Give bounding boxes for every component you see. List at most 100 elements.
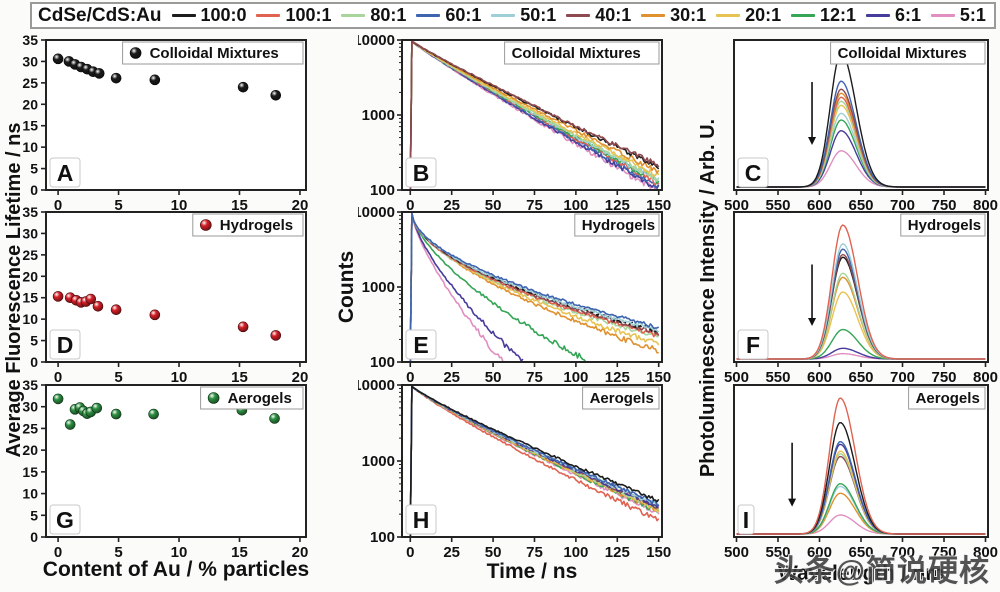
svg-text:500: 500 — [724, 369, 749, 386]
svg-text:5: 5 — [30, 333, 38, 349]
legend-entry-label: 40:1 — [595, 5, 632, 25]
legend-line-swatch — [416, 14, 441, 17]
legend-line-swatch — [716, 14, 741, 17]
svg-text:10: 10 — [171, 197, 188, 214]
svg-text:0: 0 — [30, 354, 38, 370]
svg-text:5: 5 — [30, 161, 38, 177]
svg-text:100: 100 — [370, 529, 395, 546]
legend-entry-label: 12:1 — [820, 5, 857, 25]
legend-entry-label: 30:1 — [670, 5, 707, 25]
svg-text:0: 0 — [406, 369, 414, 386]
svg-text:1000: 1000 — [362, 279, 395, 296]
svg-text:Hydrogels: Hydrogels — [908, 217, 981, 234]
legend-entry-label: 60:1 — [445, 5, 482, 25]
legend-entry-30-1: 30:1 — [641, 5, 706, 26]
legend-entry-label: 80:1 — [370, 5, 407, 25]
legend-entry-label: 50:1 — [520, 5, 557, 25]
legend-entry-100-0: 100:0 — [171, 5, 247, 26]
svg-text:700: 700 — [890, 197, 915, 214]
svg-text:50: 50 — [485, 369, 502, 386]
time-x-axis-label: Time / ns — [486, 560, 578, 583]
legend-entry-12-1: 12:1 — [791, 5, 856, 26]
watermark-text: 头条@简说硬核 — [773, 555, 990, 588]
legend-entry-6-1: 6:1 — [865, 5, 921, 26]
svg-text:100: 100 — [563, 369, 588, 386]
legend-entry-label: 100:0 — [200, 5, 247, 25]
svg-text:650: 650 — [848, 197, 873, 214]
legend-entry-60-1: 60:1 — [416, 5, 481, 26]
legend-line-swatch — [566, 14, 591, 17]
legend-entries: 100:0 100:1 80:1 60:1 50:1 40:1 30:1 20:1 12:1 6:… — [171, 5, 987, 26]
svg-text:1000: 1000 — [362, 107, 395, 124]
legend-title: CdSe/CdS:Au — [38, 4, 162, 26]
legend-entry-50-1: 50:1 — [491, 5, 556, 26]
svg-text:H: H — [413, 507, 430, 533]
svg-text:Colloidal Mixtures: Colloidal Mixtures — [150, 45, 279, 62]
svg-text:125: 125 — [605, 197, 630, 214]
svg-text:150: 150 — [646, 544, 671, 561]
legend-line-swatch — [641, 14, 666, 17]
svg-text:15: 15 — [231, 197, 248, 214]
right-y-axis-label: Photoluminescence Intensity / Arb. U. — [697, 118, 719, 478]
svg-text:5: 5 — [114, 369, 122, 386]
legend-line-swatch — [256, 14, 281, 17]
legend-entry-label: 5:1 — [959, 5, 986, 25]
svg-text:A: A — [57, 160, 74, 186]
svg-text:500: 500 — [724, 197, 749, 214]
svg-text:G: G — [56, 507, 74, 533]
svg-text:50: 50 — [485, 544, 502, 561]
svg-text:0: 0 — [406, 544, 414, 561]
svg-text:5: 5 — [30, 507, 38, 523]
svg-text:10: 10 — [171, 369, 188, 386]
figure-legend: CdSe/CdS:Au 100:0 100:1 80:1 60:1 50:1 40:1 30… — [30, 2, 996, 29]
legend-entry-label: 6:1 — [894, 5, 921, 25]
svg-text:D: D — [57, 332, 74, 358]
svg-text:I: I — [743, 507, 749, 533]
svg-text:800: 800 — [973, 369, 998, 386]
svg-text:700: 700 — [890, 369, 915, 386]
svg-text:50: 50 — [485, 197, 502, 214]
svg-text:75: 75 — [526, 197, 543, 214]
svg-text:150: 150 — [646, 369, 671, 386]
svg-text:30: 30 — [22, 53, 38, 69]
svg-text:Hydrogels: Hydrogels — [582, 217, 655, 234]
svg-text:550: 550 — [765, 197, 790, 214]
legend-entry-40-1: 40:1 — [566, 5, 631, 26]
svg-text:100: 100 — [370, 182, 395, 199]
svg-text:75: 75 — [526, 544, 543, 561]
panel-f-chart: 500 550 600 650 700 750 800 Hydrogels F — [724, 211, 998, 386]
svg-text:750: 750 — [931, 369, 956, 386]
legend-line-swatch — [791, 14, 816, 17]
svg-text:25: 25 — [443, 369, 460, 386]
svg-text:500: 500 — [724, 544, 749, 561]
svg-text:125: 125 — [605, 369, 630, 386]
svg-text:0: 0 — [406, 197, 414, 214]
svg-text:600: 600 — [807, 369, 832, 386]
svg-text:0: 0 — [30, 182, 38, 198]
svg-text:550: 550 — [765, 369, 790, 386]
svg-text:0: 0 — [54, 369, 62, 386]
svg-text:125: 125 — [605, 544, 630, 561]
svg-text:15: 15 — [231, 369, 248, 386]
svg-text:100: 100 — [563, 544, 588, 561]
svg-text:C: C — [745, 160, 762, 186]
svg-text:Hydrogels: Hydrogels — [220, 217, 293, 234]
svg-text:Aerogels: Aerogels — [590, 390, 654, 407]
content-au-x-axis-label: Content of Au / % particles — [42, 558, 310, 581]
svg-text:35: 35 — [22, 32, 38, 48]
svg-text:100: 100 — [563, 197, 588, 214]
left-y-axis-label: Average Fluorescence Lifetime / ns — [3, 122, 25, 458]
svg-text:Colloidal Mixtures: Colloidal Mixtures — [838, 45, 967, 62]
svg-text:75: 75 — [526, 369, 543, 386]
svg-text:25: 25 — [22, 75, 38, 91]
svg-text:25: 25 — [443, 544, 460, 561]
counts-y-axis-label: Counts — [335, 250, 358, 324]
svg-text:25: 25 — [443, 197, 460, 214]
legend-line-swatch — [171, 14, 196, 17]
svg-text:E: E — [413, 332, 428, 358]
svg-text:100: 100 — [370, 354, 395, 371]
